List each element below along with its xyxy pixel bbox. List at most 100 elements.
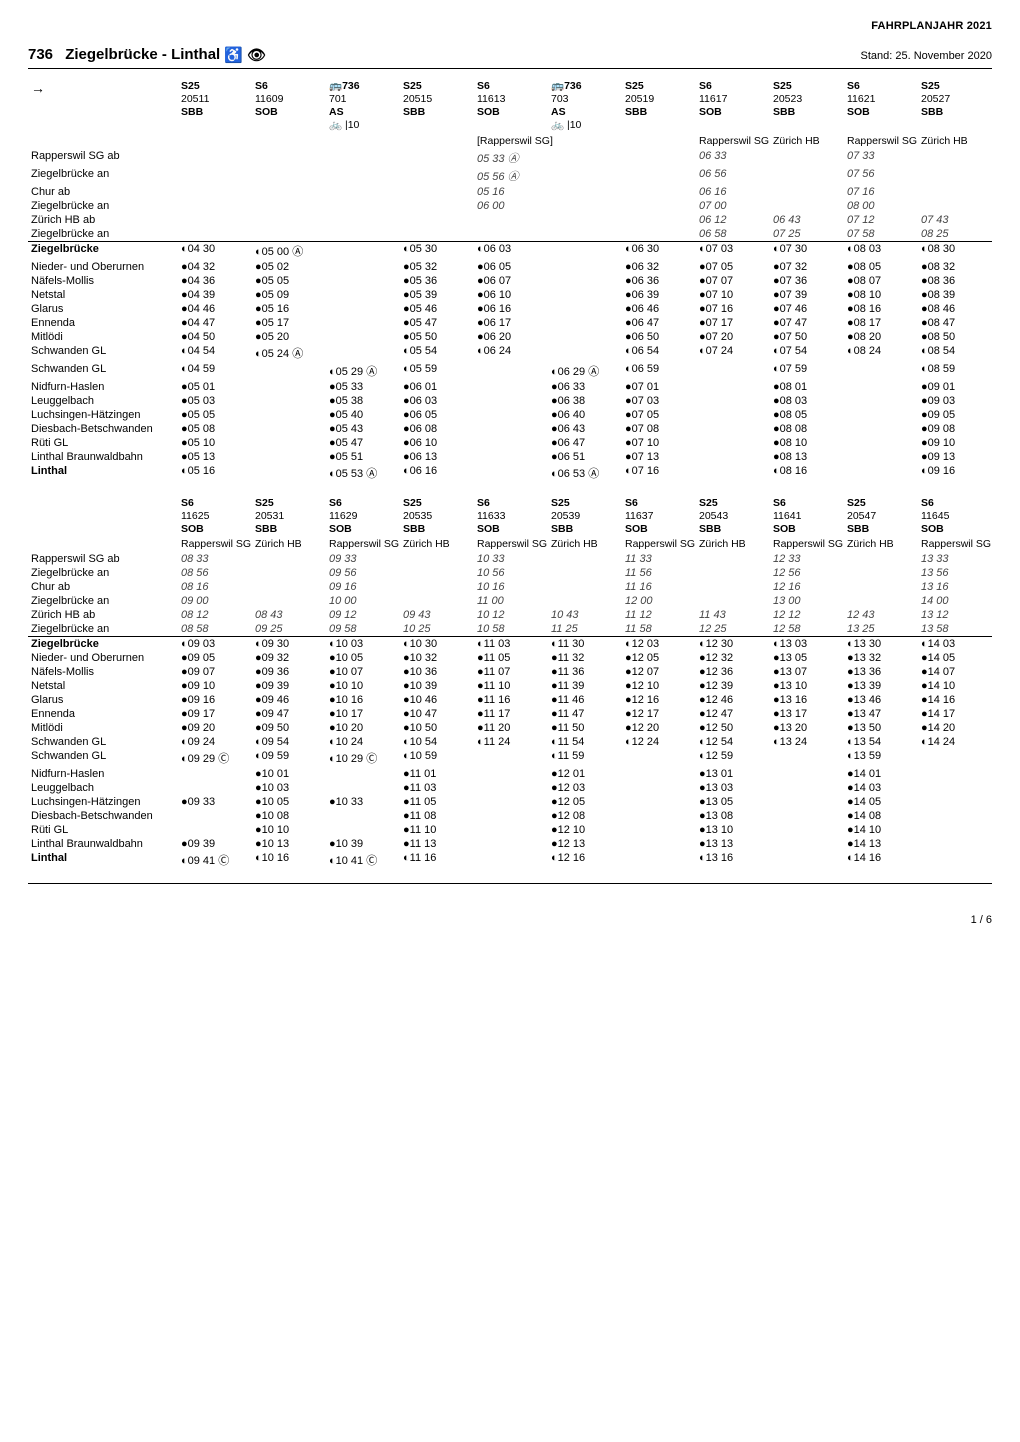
stop-name: Nieder- und Oberurnen (28, 260, 178, 274)
bottom-rule (28, 883, 992, 884)
time-cell: 08 00 (844, 199, 918, 213)
time-cell: ●05 40 (326, 408, 400, 422)
time-cell: ◐06 59 (622, 362, 696, 380)
time-cell: ●12 32 (696, 651, 770, 665)
col-sublabel: Zürich HB (844, 537, 918, 552)
time-cell: ●12 05 (622, 651, 696, 665)
col-header: S2520543SBB (696, 496, 770, 537)
stop-name: Zürich HB ab (28, 608, 178, 622)
stop-name: Glarus (28, 693, 178, 707)
time-cell: ◐11 16 (400, 851, 474, 869)
time-cell: ◐05 54 (400, 344, 474, 362)
table-row: Schwanden GL◐04 54◐05 24 Ⓐ◐05 54◐06 24◐0… (28, 344, 992, 362)
stop-name: Ziegelbrücke an (28, 227, 178, 242)
time-cell (400, 580, 474, 594)
time-cell (326, 302, 400, 316)
table-row: Ziegelbrücke an06 0007 0008 00 (28, 199, 992, 213)
table-row: Chur ab08 1609 1610 1611 1612 1613 16 (28, 580, 992, 594)
time-cell: ●12 16 (622, 693, 696, 707)
time-cell: ●08 17 (844, 316, 918, 330)
col-header: S611637SOB (622, 496, 696, 537)
table-row: Linthal◐05 16◐05 53 Ⓐ◐06 16◐06 53 Ⓐ◐07 1… (28, 464, 992, 482)
stop-name: Glarus (28, 302, 178, 316)
time-cell: ●10 16 (326, 693, 400, 707)
time-cell: ●14 03 (844, 781, 918, 795)
time-cell: ●11 20 (474, 721, 548, 735)
col-header: S611629SOB (326, 496, 400, 537)
time-cell: ●05 47 (326, 436, 400, 450)
time-cell: ●11 17 (474, 707, 548, 721)
time-cell: ●12 07 (622, 665, 696, 679)
time-cell: ●05 10 (178, 436, 252, 450)
time-cell (474, 227, 548, 242)
time-cell: ●05 05 (178, 408, 252, 422)
table-row: Linthal Braunwaldbahn●05 13●05 51●06 13●… (28, 450, 992, 464)
time-cell (252, 436, 326, 450)
time-cell (178, 823, 252, 837)
time-cell: ◐05 29 Ⓐ (326, 362, 400, 380)
time-cell (548, 552, 622, 566)
table-row: Diesbach-Betschwanden●05 08●05 43●06 08●… (28, 422, 992, 436)
table-row: Glarus●04 46●05 16●05 46●06 16●06 46●07 … (28, 302, 992, 316)
table-row: Mitlödi●04 50●05 20●05 50●06 20●06 50●07… (28, 330, 992, 344)
time-cell: ●13 10 (696, 823, 770, 837)
time-cell: 08 16 (178, 580, 252, 594)
time-cell: ◐10 59 (400, 749, 474, 767)
table-row: Schwanden GL◐09 24◐09 54◐10 24◐10 54◐11 … (28, 735, 992, 749)
time-cell: ●06 38 (548, 394, 622, 408)
time-cell: ●08 10 (770, 436, 844, 450)
time-cell: ◐06 54 (622, 344, 696, 362)
time-cell (252, 552, 326, 566)
time-cell (770, 809, 844, 823)
col-header: S2520515SBB (400, 79, 474, 134)
time-cell: 10 43 (548, 608, 622, 622)
stop-name: Linthal (28, 464, 178, 482)
time-cell: ●06 07 (474, 274, 548, 288)
time-cell: 13 33 (918, 552, 992, 566)
stop-name: Schwanden GL (28, 344, 178, 362)
table-row: Rüti GL●10 10●11 10●12 10●13 10●14 10 (28, 823, 992, 837)
time-cell: ◐08 54 (918, 344, 992, 362)
time-cell: ●05 39 (400, 288, 474, 302)
time-cell: 14 00 (918, 594, 992, 608)
time-cell (548, 580, 622, 594)
time-cell (918, 749, 992, 767)
col-header: S2520523SBB (770, 79, 844, 134)
time-cell (844, 394, 918, 408)
time-cell: 09 33 (326, 552, 400, 566)
time-cell: 09 16 (326, 580, 400, 594)
time-cell: ●06 39 (622, 288, 696, 302)
time-cell: 11 33 (622, 552, 696, 566)
time-cell: ●08 36 (918, 274, 992, 288)
time-cell: ●06 43 (548, 422, 622, 436)
stop-name: Näfels-Mollis (28, 274, 178, 288)
col-sublabel: Zürich HB (918, 134, 992, 149)
time-cell: ●04 46 (178, 302, 252, 316)
stop-name: Netstal (28, 288, 178, 302)
table-row: Netstal●09 10●09 39●10 10●10 39●11 10●11… (28, 679, 992, 693)
time-cell (622, 749, 696, 767)
header-row-origin: Rapperswil SGZürich HBRapperswil SGZüric… (28, 537, 992, 552)
time-cell: ●09 16 (178, 693, 252, 707)
time-cell (474, 464, 548, 482)
col-sublabel (252, 134, 326, 149)
stop-name: Linthal Braunwaldbahn (28, 837, 178, 851)
stop-name: Chur ab (28, 185, 178, 199)
time-cell (918, 199, 992, 213)
time-cell: ●05 33 (326, 380, 400, 394)
time-cell: ●07 17 (696, 316, 770, 330)
time-cell: 10 00 (326, 594, 400, 608)
time-cell: ●14 05 (844, 795, 918, 809)
time-cell (474, 809, 548, 823)
time-cell: ◐08 16 (770, 464, 844, 482)
stop-name: Mitlödi (28, 721, 178, 735)
time-cell: 09 56 (326, 566, 400, 580)
time-cell: ●09 32 (252, 651, 326, 665)
time-cell: 08 12 (178, 608, 252, 622)
time-cell: ●10 46 (400, 693, 474, 707)
time-cell (548, 241, 622, 260)
time-cell (548, 185, 622, 199)
time-cell (622, 199, 696, 213)
time-cell (548, 149, 622, 167)
time-cell: 08 33 (178, 552, 252, 566)
